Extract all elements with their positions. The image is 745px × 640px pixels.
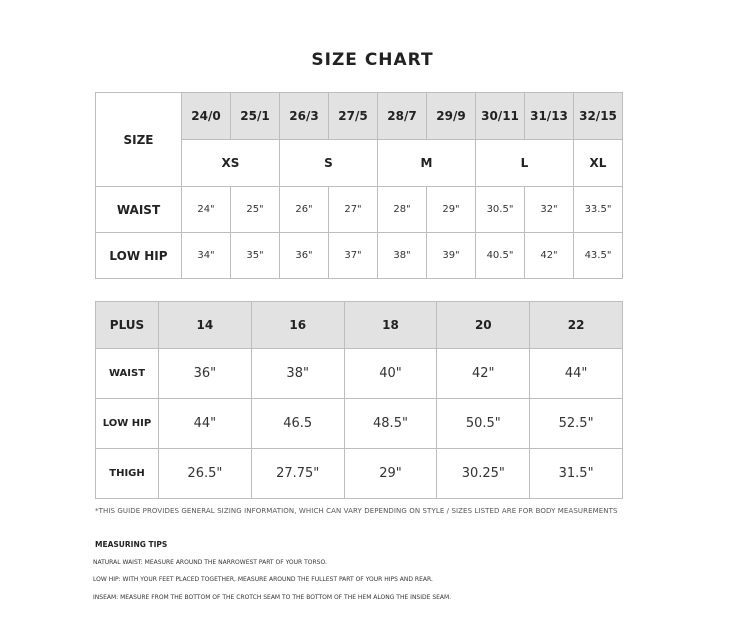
numeric-size-cell: 26/3 bbox=[279, 92, 329, 140]
measurement-cell: 52.5" bbox=[529, 398, 623, 449]
measurement-cell: 40.5" bbox=[475, 232, 525, 279]
measurement-cell: 50.5" bbox=[436, 398, 531, 449]
numeric-size-cell: 30/11 bbox=[475, 92, 525, 140]
measurement-cell: 26" bbox=[279, 186, 329, 233]
plus-size-cell: 16 bbox=[250, 301, 345, 349]
letter-size-row: XS S M L XL bbox=[96, 139, 623, 187]
sizing-note: *THIS GUIDE PROVIDES GENERAL SIZING INFO… bbox=[95, 507, 618, 515]
table-row: LOW HIP 34" 35" 36" 37" 38" 39" 40.5" 42" 43.5" bbox=[95, 232, 623, 279]
row-label: WAIST bbox=[95, 348, 159, 399]
measurement-cell: 42" bbox=[524, 232, 574, 279]
plus-size-cell: 18 bbox=[343, 301, 438, 349]
measurement-cell: 36" bbox=[279, 232, 329, 279]
table-row: THIGH 26.5" 27.75" 29" 30.25" 31.5" bbox=[95, 448, 623, 499]
numeric-size-cell: 29/9 bbox=[426, 92, 476, 140]
measurement-cell: 24" bbox=[181, 186, 231, 233]
numeric-size-cell: 28/7 bbox=[377, 92, 427, 140]
page-title: SIZE CHART bbox=[311, 50, 434, 70]
plus-label-cell: PLUS bbox=[95, 301, 159, 349]
tip-low-hip: LOW HIP: WITH YOUR FEET PLACED TOGETHER,… bbox=[93, 576, 433, 583]
letter-size-cell: L bbox=[475, 139, 574, 187]
plus-size-table: PLUS 14 16 18 20 22 WAIST 36" 38" 40" 42" 44" LOW HI… bbox=[95, 301, 623, 499]
letter-size-cell: XL bbox=[573, 139, 623, 187]
numeric-size-cell: 31/13 bbox=[524, 92, 574, 140]
size-label-cell: SIZE bbox=[95, 92, 182, 187]
numeric-size-cell: 32/15 bbox=[573, 92, 623, 140]
measurement-cell: 29" bbox=[426, 186, 476, 233]
size-header-row: SIZE 24/0 25/1 26/3 27/5 28/7 29/9 30/11 31/13 32… bbox=[95, 92, 623, 187]
measurement-cell: 43.5" bbox=[573, 232, 623, 279]
measurement-cell: 35" bbox=[230, 232, 280, 279]
measurement-cell: 34" bbox=[181, 232, 231, 279]
measurement-cell: 27.75" bbox=[250, 448, 345, 499]
letter-size-cell: M bbox=[377, 139, 476, 187]
numeric-size-cell: 25/1 bbox=[230, 92, 280, 140]
tip-natural-waist: NATURAL WAIST: MEASURE AROUND THE NARROW… bbox=[93, 559, 327, 566]
plus-size-cell: 22 bbox=[529, 301, 623, 349]
measurement-cell: 39" bbox=[426, 232, 476, 279]
measurement-cell: 26.5" bbox=[158, 448, 252, 499]
measurement-cell: 46.5 bbox=[250, 398, 345, 449]
measurement-cell: 38" bbox=[377, 232, 427, 279]
measurement-cell: 36" bbox=[158, 348, 252, 399]
row-label: THIGH bbox=[95, 448, 159, 499]
measurement-cell: 44" bbox=[529, 348, 623, 399]
table-row: WAIST 24" 25" 26" 27" 28" 29" 30.5" 32" 33.5" bbox=[95, 186, 623, 233]
table-row: WAIST 36" 38" 40" 42" 44" bbox=[95, 348, 623, 399]
row-label: LOW HIP bbox=[95, 398, 159, 449]
measurement-cell: 25" bbox=[230, 186, 280, 233]
measurement-cell: 30.5" bbox=[475, 186, 525, 233]
measurement-cell: 28" bbox=[377, 186, 427, 233]
row-label: WAIST bbox=[95, 186, 182, 233]
measurement-cell: 38" bbox=[250, 348, 345, 399]
plus-size-cell: 14 bbox=[158, 301, 252, 349]
letter-size-cell: XS bbox=[181, 139, 280, 187]
measurement-cell: 33.5" bbox=[573, 186, 623, 233]
tip-inseam: INSEAM: MEASURE FROM THE BOTTOM OF THE C… bbox=[93, 594, 452, 601]
numeric-size-cell: 27/5 bbox=[328, 92, 378, 140]
measurement-cell: 30.25" bbox=[436, 448, 531, 499]
numeric-size-cell: 24/0 bbox=[181, 92, 231, 140]
measurement-cell: 37" bbox=[328, 232, 378, 279]
measuring-tips-heading: MEASURING TIPS bbox=[95, 540, 168, 549]
plus-header-row: PLUS 14 16 18 20 22 bbox=[95, 301, 623, 349]
row-label: LOW HIP bbox=[95, 232, 182, 279]
measurement-cell: 27" bbox=[328, 186, 378, 233]
plus-size-cell: 20 bbox=[436, 301, 531, 349]
measurement-cell: 40" bbox=[343, 348, 438, 399]
measurement-cell: 48.5" bbox=[343, 398, 438, 449]
measurement-cell: 42" bbox=[436, 348, 531, 399]
table-row: LOW HIP 44" 46.5 48.5" 50.5" 52.5" bbox=[95, 398, 623, 449]
measurement-cell: 29" bbox=[343, 448, 438, 499]
letter-size-cell: S bbox=[279, 139, 378, 187]
measurement-cell: 32" bbox=[524, 186, 574, 233]
measurement-cell: 44" bbox=[158, 398, 252, 449]
measurement-cell: 31.5" bbox=[529, 448, 623, 499]
size-table: SIZE 24/0 25/1 26/3 27/5 28/7 29/9 30/11 31/13 32… bbox=[95, 92, 623, 279]
